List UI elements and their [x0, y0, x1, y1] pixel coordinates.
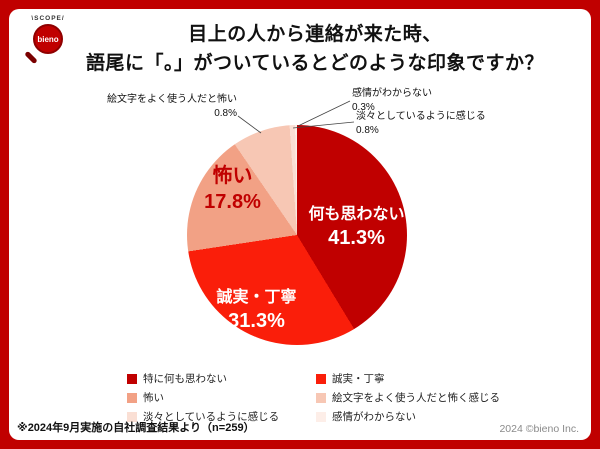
title-line-2: 語尾に「。」がついているとどのような印象ですか？: [86, 53, 544, 75]
leader-line-emotion: [297, 100, 351, 127]
callout-flat: 淡々としているように感じる 0.8%: [356, 110, 486, 138]
slice-label-nothing-text: 何も思わない: [308, 206, 405, 223]
copyright: 2024 ©bieno Inc.: [499, 423, 579, 435]
infographic-panel: \SCOPE/ bieno 目上の人から連絡が来た時、 語尾に「。」がついている…: [9, 9, 591, 440]
legend-swatch-nothing: [127, 373, 137, 384]
callout-flat-text: 淡々としているように感じる: [356, 111, 486, 122]
logo-arc-text: \SCOPE/: [31, 15, 65, 22]
legend-swatch-flat: [127, 411, 137, 422]
legend-label-flat: 淡々としているように感じる: [143, 411, 280, 423]
callout-emoji-pct: 0.8%: [214, 108, 237, 119]
legend-swatch-emotion: [316, 411, 326, 422]
callout-emoji-text: 絵文字をよく使う人だと怖い: [107, 94, 237, 105]
slice-label-scary: 怖い 17.8%: [185, 159, 280, 214]
legend-swatch-sincere: [316, 373, 326, 384]
legend-swatch-scary: [127, 392, 137, 403]
legend-swatch-emoji: [316, 392, 326, 403]
slice-label-scary-pct: 17.8%: [204, 191, 261, 213]
callout-emoji: 絵文字をよく使う人だと怖い 0.8%: [87, 93, 237, 121]
chart-legend: 特に何も思わない 怖い 淡々としているように感じる 誠実・丁寧 絵文字をよく使う…: [127, 371, 531, 424]
bieno-logo: \SCOPE/ bieno: [21, 15, 75, 69]
callout-emotion: 感情がわからない 0.3%: [352, 87, 432, 115]
title-line-1: 目上の人から連絡が来た時、: [188, 24, 442, 45]
legend-label-nothing: 特に何も思わない: [143, 373, 227, 385]
callout-emotion-text: 感情がわからない: [352, 88, 432, 99]
legend-label-scary: 怖い: [143, 392, 164, 404]
legend-item-scary: 怖い: [127, 390, 302, 405]
slice-label-nothing-pct: 41.3%: [328, 227, 385, 249]
magnifier-lens-icon: bieno: [33, 24, 63, 54]
legend-item-flat: 淡々としているように感じる: [127, 409, 302, 424]
callout-emotion-pct: 0.3%: [352, 102, 375, 113]
callout-flat-pct: 0.8%: [356, 125, 379, 136]
slice-label-sincere: 誠実・丁寧 31.3%: [199, 283, 314, 333]
leader-line-emoji: [237, 115, 262, 134]
legend-item-nothing: 特に何も思わない: [127, 371, 302, 386]
legend-label-sincere: 誠実・丁寧: [332, 373, 385, 385]
legend-item-emotion: 感情がわからない: [316, 409, 531, 424]
page-title: 目上の人から連絡が来た時、 語尾に「。」がついているとどのような印象ですか？: [69, 20, 561, 79]
magnifier-handle-icon: [24, 50, 38, 65]
slice-label-sincere-text: 誠実・丁寧: [216, 289, 297, 306]
survey-footnote: ※2024年9月実施の自社調査結果より（n=259）: [17, 422, 255, 434]
legend-label-emoji: 絵文字をよく使う人だと怖く感じる: [332, 392, 500, 404]
legend-label-emotion: 感情がわからない: [332, 411, 416, 423]
slice-label-scary-text: 怖い: [212, 165, 253, 187]
logo-lens-text: bieno: [37, 34, 59, 44]
legend-item-emoji: 絵文字をよく使う人だと怖く感じる: [316, 390, 531, 405]
legend-item-sincere: 誠実・丁寧: [316, 371, 531, 386]
pie-chart: [187, 125, 407, 345]
slice-label-nothing: 何も思わない 41.3%: [299, 200, 414, 250]
slice-label-sincere-pct: 31.3%: [228, 310, 285, 332]
